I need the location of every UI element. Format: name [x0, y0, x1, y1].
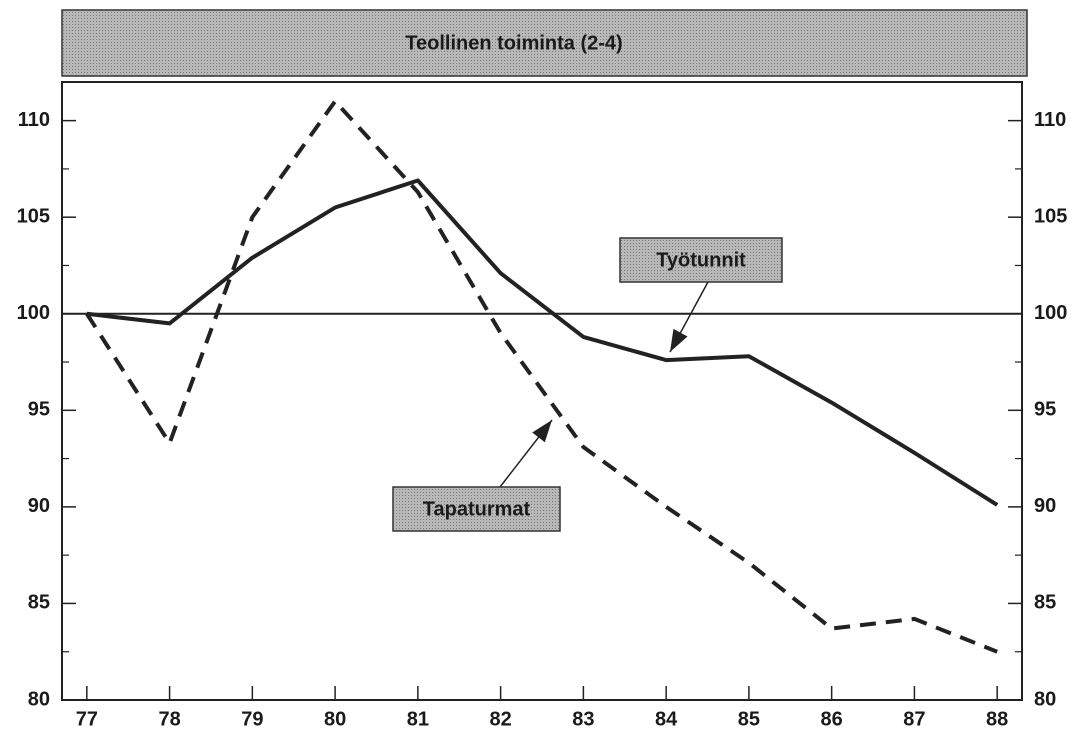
arrow-head [532, 420, 552, 443]
x-tick-label: 87 [903, 708, 925, 730]
series-line [86, 178, 999, 507]
x-tick-label: 77 [76, 708, 98, 730]
y-tick-label: 80 [28, 688, 50, 710]
series-label: Tapaturmat [423, 498, 531, 520]
title-banner [61, 9, 1028, 77]
y-tick-label: 105 [17, 205, 50, 227]
x-tick-label: 85 [738, 708, 760, 730]
y2-tick-label: 100 [1034, 302, 1067, 324]
plot-frame [61, 81, 1023, 701]
x-tick-label: 83 [572, 708, 594, 730]
series-label-box [619, 237, 783, 283]
x-tick-label: 78 [158, 708, 180, 730]
series-line [85, 99, 998, 654]
x-tick-label: 88 [986, 708, 1008, 730]
y-tick-label: 110 [18, 109, 50, 131]
arrow-head [670, 328, 688, 352]
y2-tick-label: 95 [1034, 399, 1056, 421]
y-tick-label: 100 [17, 302, 50, 324]
x-tick-label: 81 [407, 708, 429, 730]
x-tick-label: 82 [489, 708, 511, 730]
chart-title: Teollinen toiminta (2-4) [405, 32, 622, 54]
y2-tick-label: 110 [1034, 109, 1066, 131]
x-tick-label: 86 [821, 708, 843, 730]
y-tick-label: 90 [28, 495, 50, 517]
x-tick-label: 79 [241, 708, 263, 730]
y2-tick-label: 85 [1034, 592, 1056, 614]
y2-tick-label: 90 [1034, 495, 1056, 517]
y-tick-label: 95 [28, 399, 50, 421]
series-label-box [392, 486, 561, 532]
y2-tick-label: 80 [1034, 688, 1056, 710]
x-tick-label: 84 [655, 708, 678, 730]
series-label: Työtunnit [656, 249, 746, 271]
y2-tick-label: 105 [1034, 205, 1067, 227]
x-tick-label: 80 [324, 708, 346, 730]
y-tick-label: 85 [28, 592, 50, 614]
